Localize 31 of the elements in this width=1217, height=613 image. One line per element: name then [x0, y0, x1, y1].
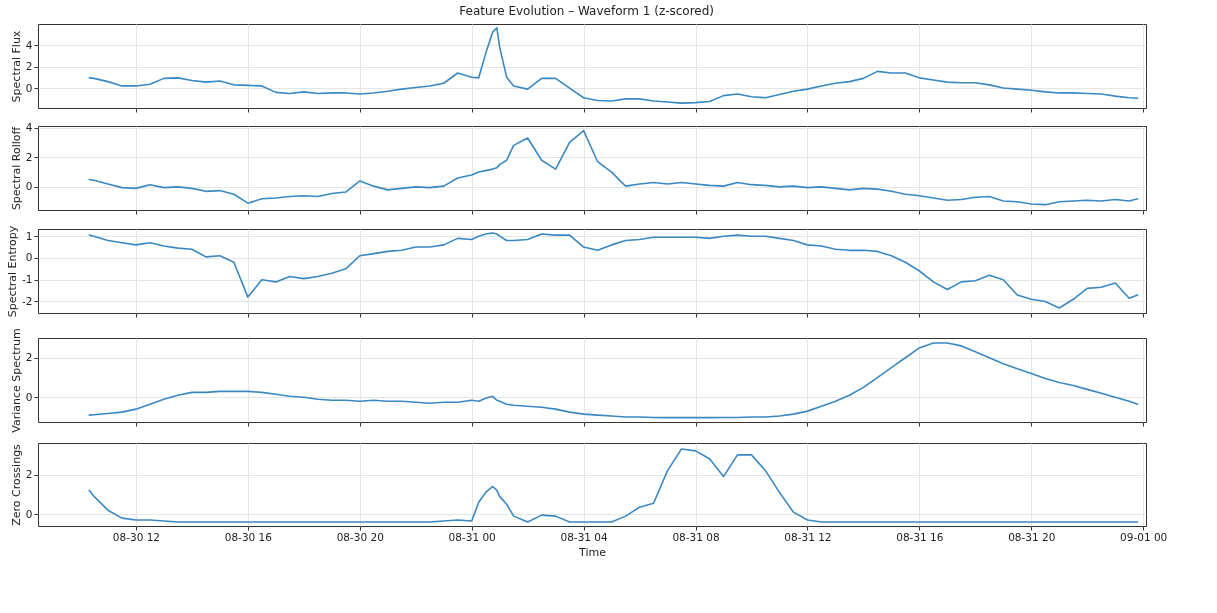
y-tick-label: 0 — [25, 507, 33, 520]
y-axis-title: Variance Spectrum — [9, 328, 23, 433]
y-axis-title: Zero Crossings — [9, 443, 23, 526]
y-tick-label: 0 — [25, 180, 33, 193]
x-tick-label: 09-01 00 — [1120, 530, 1168, 543]
x-tick-label: 08-30 12 — [112, 530, 161, 543]
y-tick-label: 4 — [25, 38, 33, 51]
y-axis-title: Spectral Entropy — [6, 225, 20, 318]
x-tick-label: 08-31 12 — [784, 530, 832, 543]
y-tick-label: -1 — [22, 273, 33, 286]
x-tick-label: 08-31 08 — [672, 530, 720, 543]
y-tick-label: 0 — [25, 390, 33, 403]
x-tick-label: 08-31 00 — [448, 530, 496, 543]
chart-title: Feature Evolution – Waveform 1 (z-scored) — [459, 3, 715, 18]
y-tick-label: 0 — [25, 251, 33, 264]
y-tick-label: 2 — [25, 150, 33, 163]
x-tick-label: 08-31 20 — [1008, 530, 1056, 543]
x-tick-label: 08-31 16 — [896, 530, 944, 543]
y-tick-label: 2 — [25, 60, 33, 73]
x-tick-label: 08-30 20 — [336, 530, 384, 543]
y-tick-label: 2 — [25, 351, 33, 364]
y-tick-label: 0 — [25, 81, 33, 94]
y-axis-title: Spectral Flux — [9, 30, 23, 103]
y-tick-label: 4 — [25, 121, 33, 134]
y-tick-label: 2 — [25, 468, 33, 481]
x-tick-label: 08-30 16 — [224, 530, 273, 543]
x-tick-label: 08-31 04 — [560, 530, 609, 543]
y-axis-title: Spectral Rolloff — [9, 126, 23, 211]
y-tick-label: 1 — [25, 229, 33, 242]
y-tick-label: -2 — [22, 294, 33, 307]
x-axis-title: Time — [578, 546, 607, 559]
